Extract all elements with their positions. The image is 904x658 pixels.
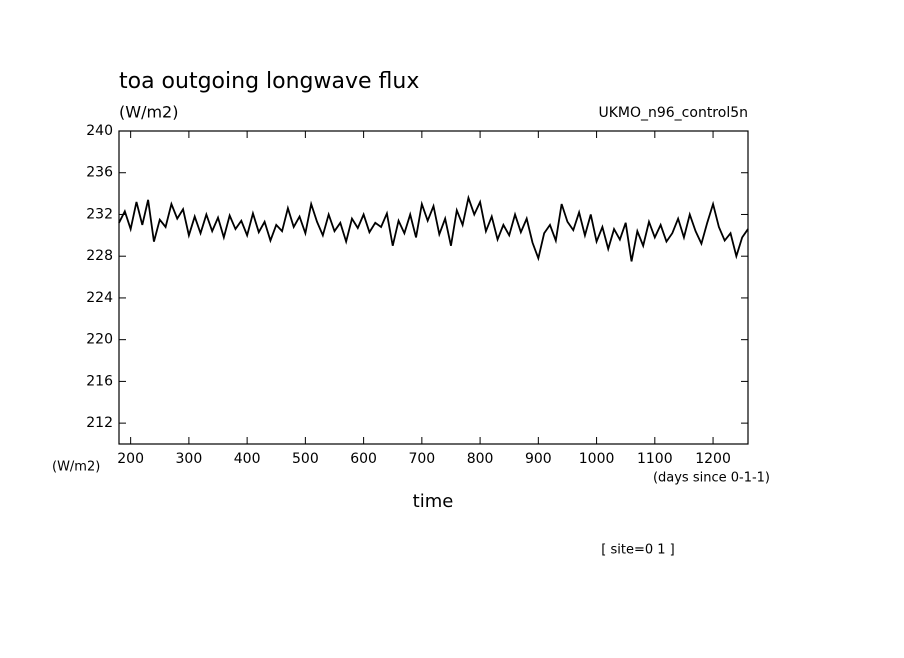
x-axis-label: time [413,491,454,512]
footnote: [ site=0 1 ] [601,543,674,558]
y-tick-label: 232 [86,206,113,222]
y-axis-label: (W/m2) [52,460,100,475]
y-tick-label: 216 [86,373,113,389]
x-tick-label: 1000 [579,451,615,467]
y-tick-label: 224 [86,290,113,306]
y-tick-label: 236 [86,165,113,181]
annotation: UKMO_n96_control5n [598,105,748,121]
x-tick-label: 300 [176,451,203,467]
x-tick-label: 1200 [695,451,731,467]
y-tick-label: 240 [86,123,113,139]
chart-subtitle: (W/m2) [119,103,178,122]
y-tick-label: 220 [86,332,113,348]
plot-frame [118,130,749,445]
y-tick-label: 228 [86,248,113,264]
chart-title: toa outgoing longwave flux [119,69,419,94]
x-tick-label: 1100 [637,451,673,467]
y-tick-label: 212 [86,415,113,431]
x-units: (days since 0-1-1) [653,471,770,486]
x-tick-label: 800 [467,451,494,467]
x-tick-label: 500 [292,451,319,467]
data-line [118,194,749,262]
x-tick-label: 400 [234,451,261,467]
x-tick-label: 600 [350,451,377,467]
x-tick-label: 200 [117,451,144,467]
x-tick-label: 900 [525,451,552,467]
x-tick-label: 700 [408,451,435,467]
